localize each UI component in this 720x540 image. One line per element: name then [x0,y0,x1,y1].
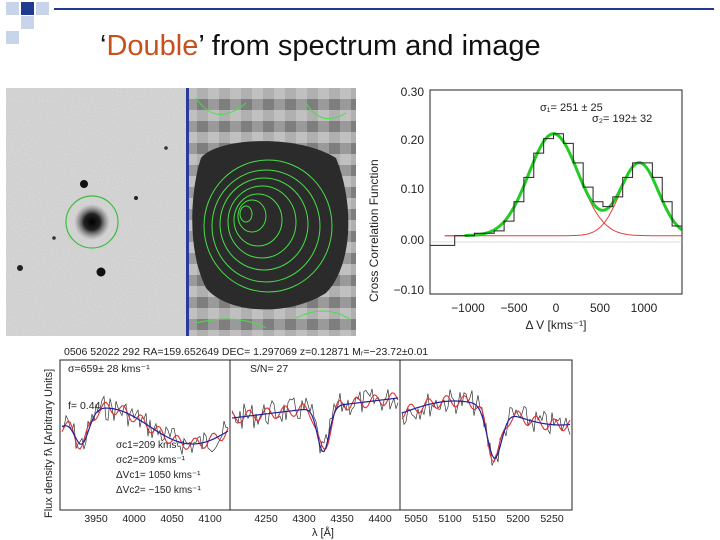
decor-square [6,2,19,15]
ccf-frame [429,89,683,295]
spectrum-xtick: 4100 [198,513,222,525]
ccf-xtick: 0 [553,301,560,315]
spectrum-ylabel: Flux density fλ [Arbitrary Units] [43,369,55,518]
spectrum-xtick: 3950 [84,513,108,525]
title-rest: from spectrum and image [203,30,541,62]
spectrum-param: ΔVc1= 1050 kms⁻¹ [116,470,201,481]
ccf-ytick: 0.00 [401,233,425,247]
ccf-xtick: 1000 [631,301,658,315]
spectrum-data-line [61,395,229,455]
spectrum-xtick: 4300 [292,513,316,525]
ccf-xtick: 500 [590,301,610,315]
spectrum-param: σc1=209 kms⁻¹ [116,440,186,451]
decor-square [21,2,34,15]
decor-square [36,2,49,15]
spectrum-param: σc2=209 kms⁻¹ [116,455,186,466]
spectrum-header: 0506 52022 292 RA=159.652649 DEC= 1.2970… [64,346,428,358]
spectrum-xtick: 4050 [160,513,184,525]
spectrum-xtick: 5250 [540,513,564,525]
spectrum-xtick: 5200 [506,513,530,525]
spectrum-xtick: 5050 [404,513,428,525]
spectrum-marks [61,388,571,466]
ccf-sigma2: σ₂= 192± 32 [592,113,652,125]
spectrum-model-red [61,401,229,451]
spectrum-xtick: 4000 [122,513,146,525]
title-quote-close: ’ [198,30,204,62]
ccf-xtick: −1000 [451,301,485,315]
ccf-ylabel: Cross Correlation Function [367,159,381,302]
spectrum-xtick: 5150 [472,513,496,525]
ccf-ytick: −0.10 [394,283,425,297]
spectrum-data-line [231,388,399,454]
spectrum-sn: S/N= 27 [250,363,288,375]
decor-square [6,31,19,44]
spectrum-chart: Flux density fλ [Arbitrary Units] 0506 5… [43,346,573,539]
spectrum-param: ΔVc2= −150 kms⁻¹ [116,485,201,496]
slide-title: ‘Double’ from spectrum and image [100,30,541,63]
ccf-ytick: 0.30 [401,85,425,99]
title-rule [54,8,714,10]
spectrum-f: f= 0.44 [68,400,101,412]
decor-square [21,16,34,29]
galaxy-image [6,88,186,336]
spectrum-xtick: 4400 [368,513,392,525]
spectrum-model-blue [401,400,571,459]
ccf-xlabel: Δ V [kms⁻¹] [525,318,586,332]
spectrum-model-blue [231,397,399,453]
spectrum-xtick: 4250 [254,513,278,525]
spectrum-xtick: 5100 [438,513,462,525]
ccf-marks [430,132,683,246]
spectrum-data-line [401,389,571,466]
ccf-ytick: 0.10 [401,182,425,196]
ccf-data-line [430,133,683,246]
spectrum-xtick: 4350 [330,513,354,525]
contour-image [186,88,356,336]
spectrum-xlabel: λ [Å] [312,526,334,539]
title-highlight: Double [106,30,199,62]
title-quote-open: ‘ [100,30,107,62]
spectrum-model-blue [61,407,229,445]
ccf-chart: Cross Correlation Function 0.30 0.20 0.1… [367,85,683,332]
ccf-ytick: 0.20 [401,133,425,147]
ccf-xtick: −500 [500,301,527,315]
spectrum-sigma: σ=659± 28 kms⁻¹ [68,363,150,375]
ccf-sigma1: σ₁= 251 ± 25 [540,102,603,114]
